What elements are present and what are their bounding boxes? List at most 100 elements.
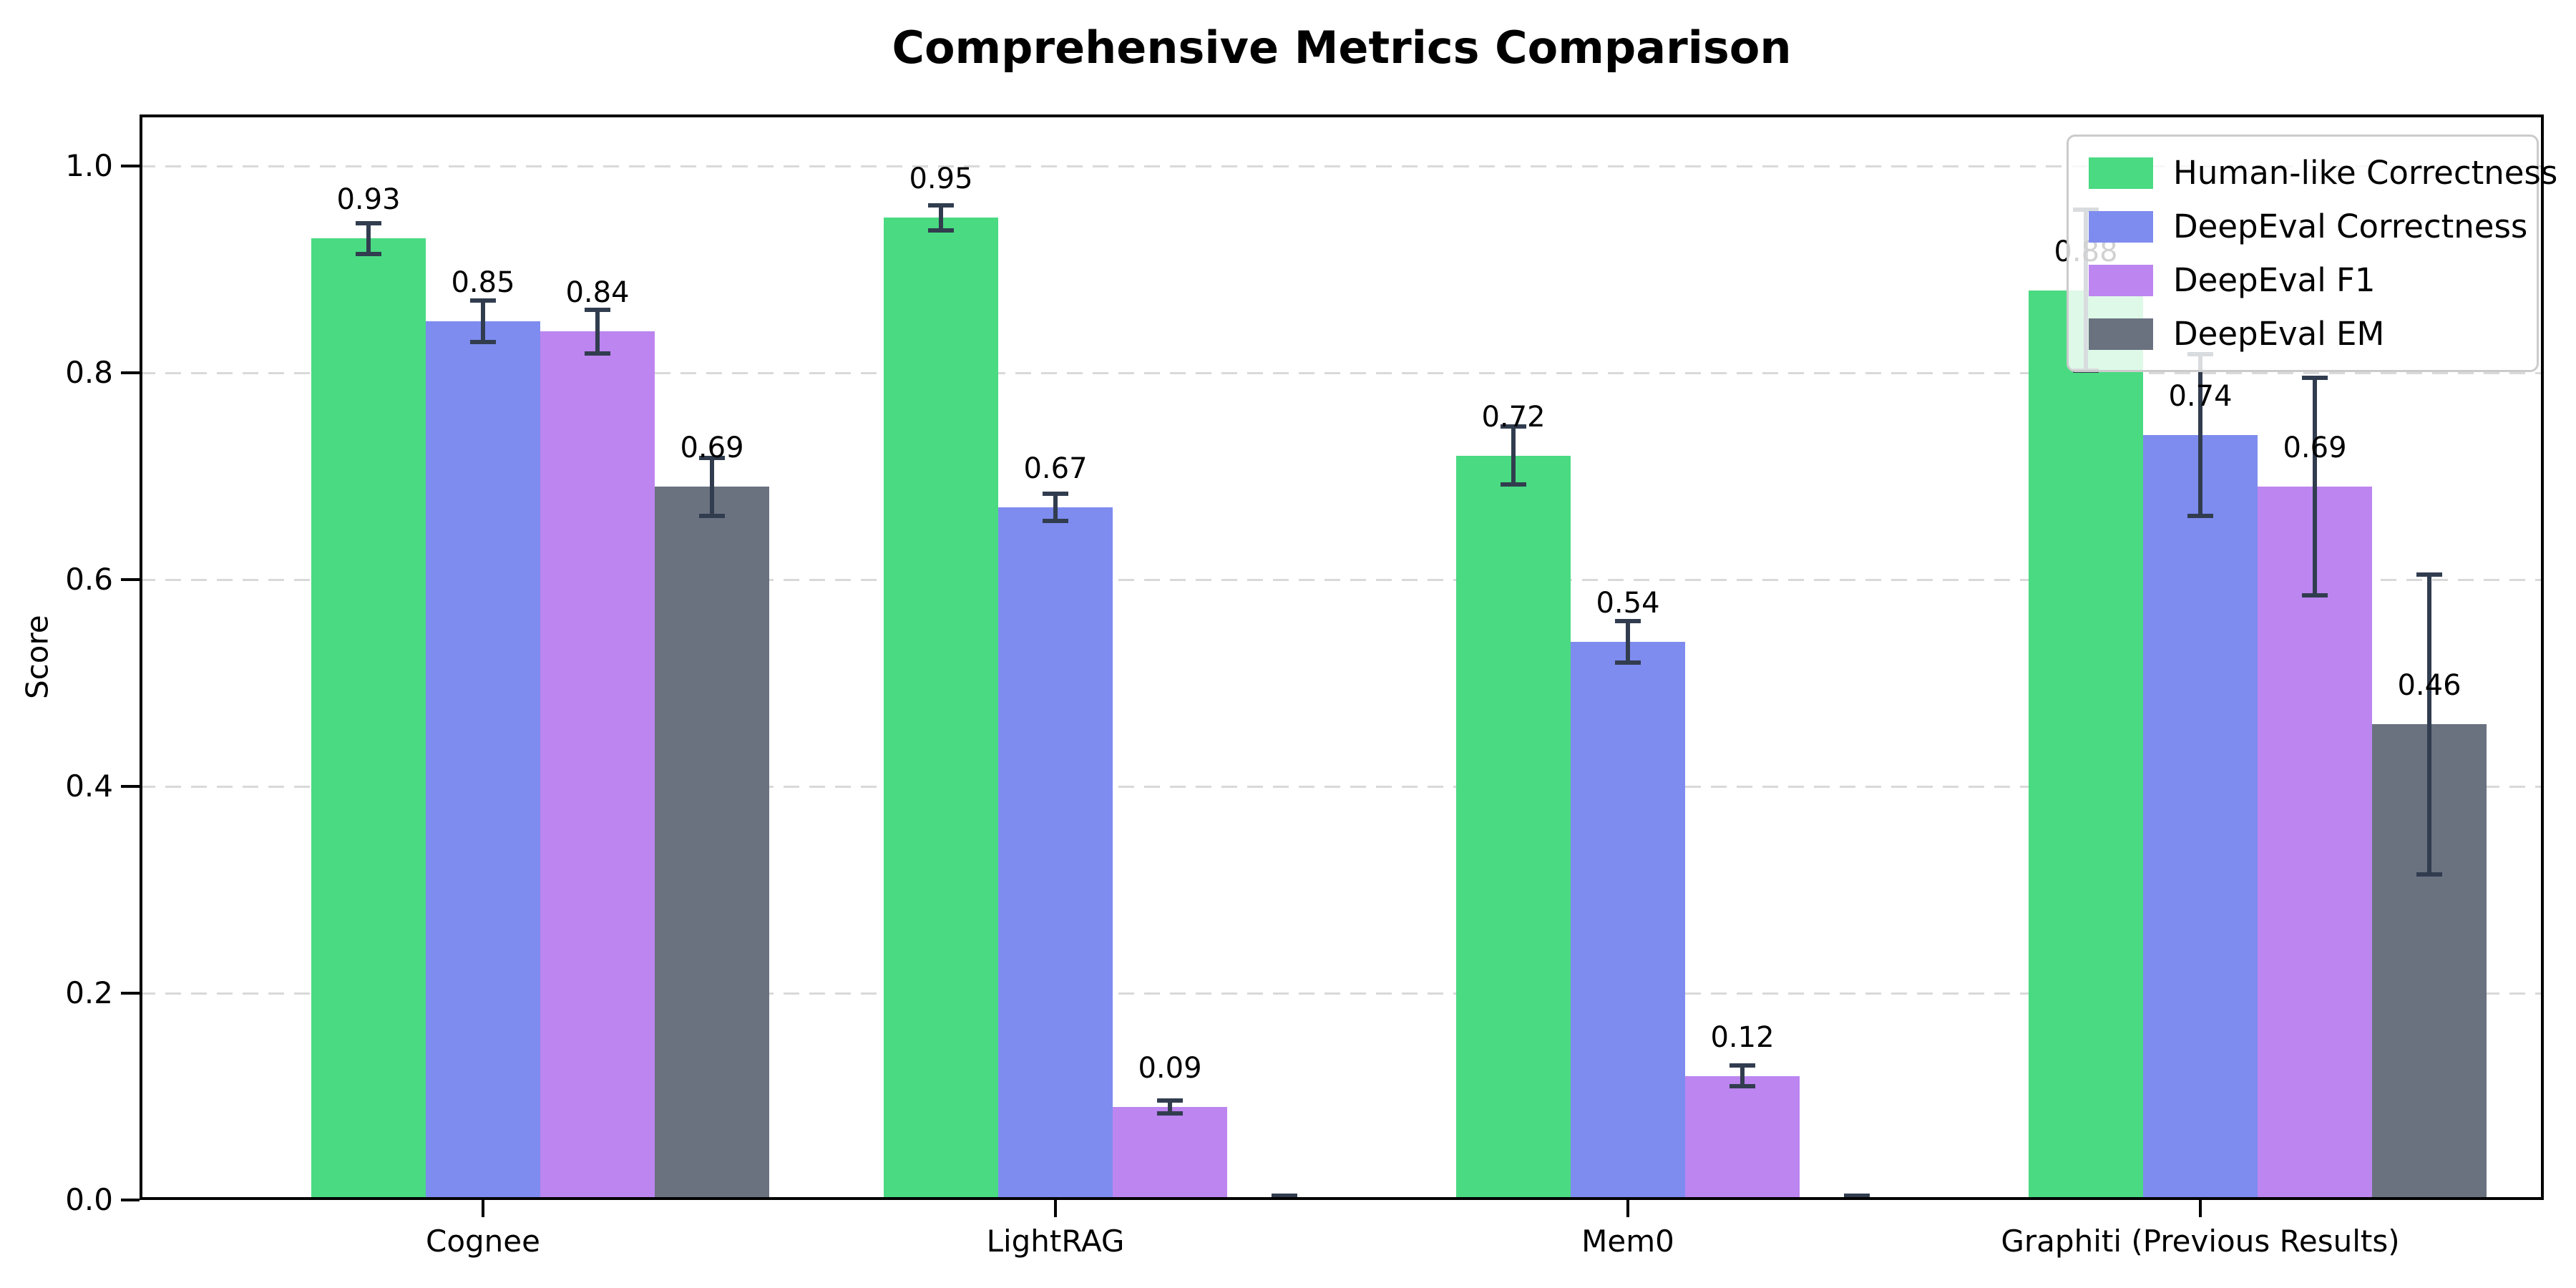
x-axis-tick bbox=[1054, 1200, 1057, 1217]
y-axis-tick bbox=[121, 992, 140, 995]
error-bar-cap bbox=[585, 351, 610, 356]
legend-label: DeepEval F1 bbox=[2173, 261, 2376, 299]
bar-graphiti-previous-results-deepeval-correctness bbox=[2143, 434, 2258, 1200]
bar-cognee-deepeval-em bbox=[655, 487, 769, 1200]
error-bar-cap bbox=[2302, 376, 2328, 381]
bar-mem0-human-like-correctness bbox=[1456, 455, 1571, 1200]
error-bar-cap bbox=[699, 455, 725, 460]
error-bar-lightrag-deepeval-correctness bbox=[1053, 494, 1058, 521]
error-bar-cognee-deepeval-f1 bbox=[595, 310, 600, 353]
error-bar-cap bbox=[1615, 618, 1641, 623]
y-tick-label: 0.4 bbox=[65, 769, 113, 804]
bar-mem0-deepeval-correctness bbox=[1571, 641, 1685, 1200]
gridline bbox=[140, 578, 2544, 581]
error-bar-graphiti-previous-results-deepeval-correctness bbox=[2198, 354, 2202, 516]
y-tick-label: 0.2 bbox=[65, 975, 113, 1011]
legend-swatch bbox=[2089, 210, 2153, 243]
legend-item-deepeval-f1: DeepEval F1 bbox=[2089, 261, 2517, 299]
error-bar-cap bbox=[1729, 1084, 1755, 1089]
chart-title: Comprehensive Metrics Comparison bbox=[892, 21, 1792, 74]
x-tick-label-graphiti-previous-results: Graphiti (Previous Results) bbox=[2001, 1224, 2400, 1259]
bar-lightrag-deepeval-correctness bbox=[998, 507, 1113, 1200]
error-bar-cap bbox=[2416, 872, 2442, 877]
bar-lightrag-human-like-correctness bbox=[884, 218, 998, 1200]
legend-swatch bbox=[2089, 157, 2153, 189]
value-label-cognee-deepeval-f1: 0.84 bbox=[565, 276, 630, 310]
error-bar-cap bbox=[1043, 492, 1068, 497]
value-label-mem0-deepeval-correctness: 0.54 bbox=[1596, 586, 1660, 620]
value-label-mem0-human-like-correctness: 0.72 bbox=[1481, 400, 1546, 434]
legend-item-human-like-correctness: Human-like Correctness bbox=[2089, 154, 2557, 192]
legend-item-deepeval-em: DeepEval EM bbox=[2089, 315, 2517, 353]
y-axis-tick bbox=[121, 371, 140, 375]
error-bar-cap bbox=[2187, 513, 2213, 518]
error-bar-lightrag-human-like-correctness bbox=[939, 205, 943, 230]
x-tick-label-cognee: Cognee bbox=[426, 1224, 540, 1259]
x-axis-tick bbox=[1626, 1200, 1629, 1217]
y-axis-tick bbox=[121, 785, 140, 789]
error-bar-cap bbox=[1157, 1111, 1183, 1116]
bar-cognee-deepeval-f1 bbox=[540, 331, 655, 1200]
error-bar-cap bbox=[585, 308, 610, 313]
bar-cognee-deepeval-correctness bbox=[426, 321, 540, 1200]
legend-label: DeepEval Correctness bbox=[2173, 208, 2528, 245]
error-bar-cognee-human-like-correctness bbox=[366, 223, 371, 255]
error-bar-cap bbox=[1272, 1194, 1297, 1199]
error-bar-cap bbox=[928, 203, 954, 208]
value-label-graphiti-previous-results-deepeval-correctness: 0.74 bbox=[2168, 379, 2233, 413]
error-bar-mem0-human-like-correctness bbox=[1511, 426, 1516, 485]
error-bar-graphiti-previous-results-deepeval-f1 bbox=[2313, 378, 2317, 595]
y-axis-tick bbox=[121, 165, 140, 168]
x-tick-label-mem0: Mem0 bbox=[1581, 1224, 1674, 1259]
error-bar-cognee-deepeval-em bbox=[710, 457, 714, 516]
bar-cognee-human-like-correctness bbox=[311, 238, 426, 1200]
gridline bbox=[140, 165, 2544, 167]
x-tick-label-lightrag: LightRAG bbox=[986, 1224, 1125, 1259]
y-tick-label: 0.6 bbox=[65, 562, 113, 597]
error-bar-cap bbox=[470, 298, 496, 303]
error-bar-cap bbox=[1501, 482, 1526, 487]
error-bar-cap bbox=[928, 228, 954, 233]
bar-mem0-deepeval-f1 bbox=[1685, 1075, 1800, 1200]
error-bar-cap bbox=[1729, 1063, 1755, 1068]
y-tick-label: 0.8 bbox=[65, 355, 113, 391]
value-label-cognee-deepeval-correctness: 0.85 bbox=[451, 265, 515, 299]
error-bar-cap bbox=[356, 220, 381, 225]
legend-label: Human-like Correctness bbox=[2173, 154, 2558, 192]
y-axis-label: Score bbox=[19, 615, 55, 700]
legend-label: DeepEval EM bbox=[2173, 315, 2385, 353]
error-bar-cap bbox=[2302, 592, 2328, 597]
value-label-lightrag-human-like-correctness: 0.95 bbox=[909, 162, 973, 196]
error-bar-cap bbox=[1157, 1098, 1183, 1103]
y-axis-tick bbox=[121, 578, 140, 582]
value-label-lightrag-deepeval-correctness: 0.67 bbox=[1023, 452, 1088, 485]
error-bar-cap bbox=[699, 513, 725, 518]
y-tick-label: 0.0 bbox=[65, 1182, 113, 1217]
error-bar-cap bbox=[1844, 1194, 1870, 1199]
value-label-cognee-deepeval-em: 0.69 bbox=[680, 431, 744, 465]
value-label-mem0-deepeval-f1: 0.12 bbox=[1710, 1020, 1775, 1054]
error-bar-cap bbox=[1043, 518, 1068, 523]
y-axis-tick bbox=[121, 1199, 140, 1201]
error-bar-mem0-deepeval-correctness bbox=[1626, 620, 1630, 663]
value-label-graphiti-previous-results-deepeval-em: 0.46 bbox=[2397, 669, 2462, 703]
bar-graphiti-previous-results-human-like-correctness bbox=[2029, 290, 2143, 1200]
legend-swatch bbox=[2089, 264, 2153, 296]
error-bar-cap bbox=[1615, 660, 1641, 665]
x-axis-tick bbox=[2199, 1200, 2202, 1217]
error-bar-graphiti-previous-results-deepeval-em bbox=[2427, 574, 2431, 874]
error-bar-cap bbox=[1501, 424, 1526, 429]
value-label-graphiti-previous-results-deepeval-f1: 0.69 bbox=[2283, 431, 2347, 465]
error-bar-mem0-deepeval-f1 bbox=[1740, 1065, 1745, 1087]
error-bar-cap bbox=[2416, 572, 2442, 577]
y-tick-label: 1.0 bbox=[65, 148, 113, 184]
legend-swatch bbox=[2089, 318, 2153, 350]
value-label-cognee-human-like-correctness: 0.93 bbox=[336, 183, 401, 217]
bar-graphiti-previous-results-deepeval-f1 bbox=[2258, 487, 2372, 1200]
x-axis-tick bbox=[482, 1200, 484, 1217]
legend: Human-like Correctness DeepEval Correctne… bbox=[2067, 135, 2557, 372]
error-bar-cap bbox=[470, 339, 496, 344]
bar-lightrag-deepeval-f1 bbox=[1113, 1106, 1227, 1200]
error-bar-cognee-deepeval-correctness bbox=[481, 301, 485, 342]
